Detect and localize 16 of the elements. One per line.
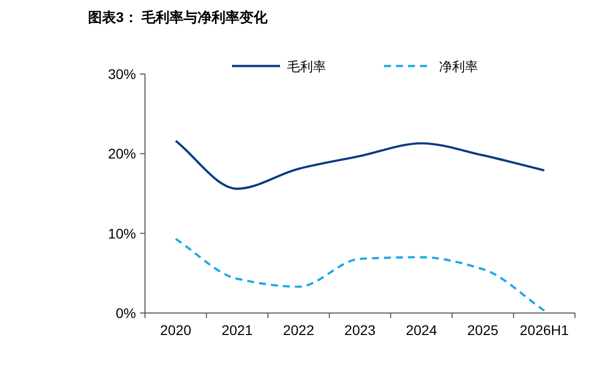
x-tick-label: 2025 [467,322,499,338]
legend-label: 毛利率 [287,59,326,74]
y-tick-label: 20% [108,146,136,162]
x-tick-label: 2020 [160,322,192,338]
y-tick-label: 0% [116,305,136,321]
x-tick-label: 2023 [344,322,376,338]
y-tick-label: 10% [108,225,136,242]
line-series [174,238,546,312]
x-tick-label: 2021 [222,322,253,338]
line-series [174,140,546,190]
chart-title: 图表3： 毛利率与净利率变化 [88,9,269,25]
x-tick-label: 2026H1 [520,322,570,338]
legend-label: 净利率 [439,59,478,74]
x-tick-label: 2022 [282,322,314,338]
y-tick-label: 30% [108,66,136,82]
x-tick-label: 2024 [406,322,438,338]
